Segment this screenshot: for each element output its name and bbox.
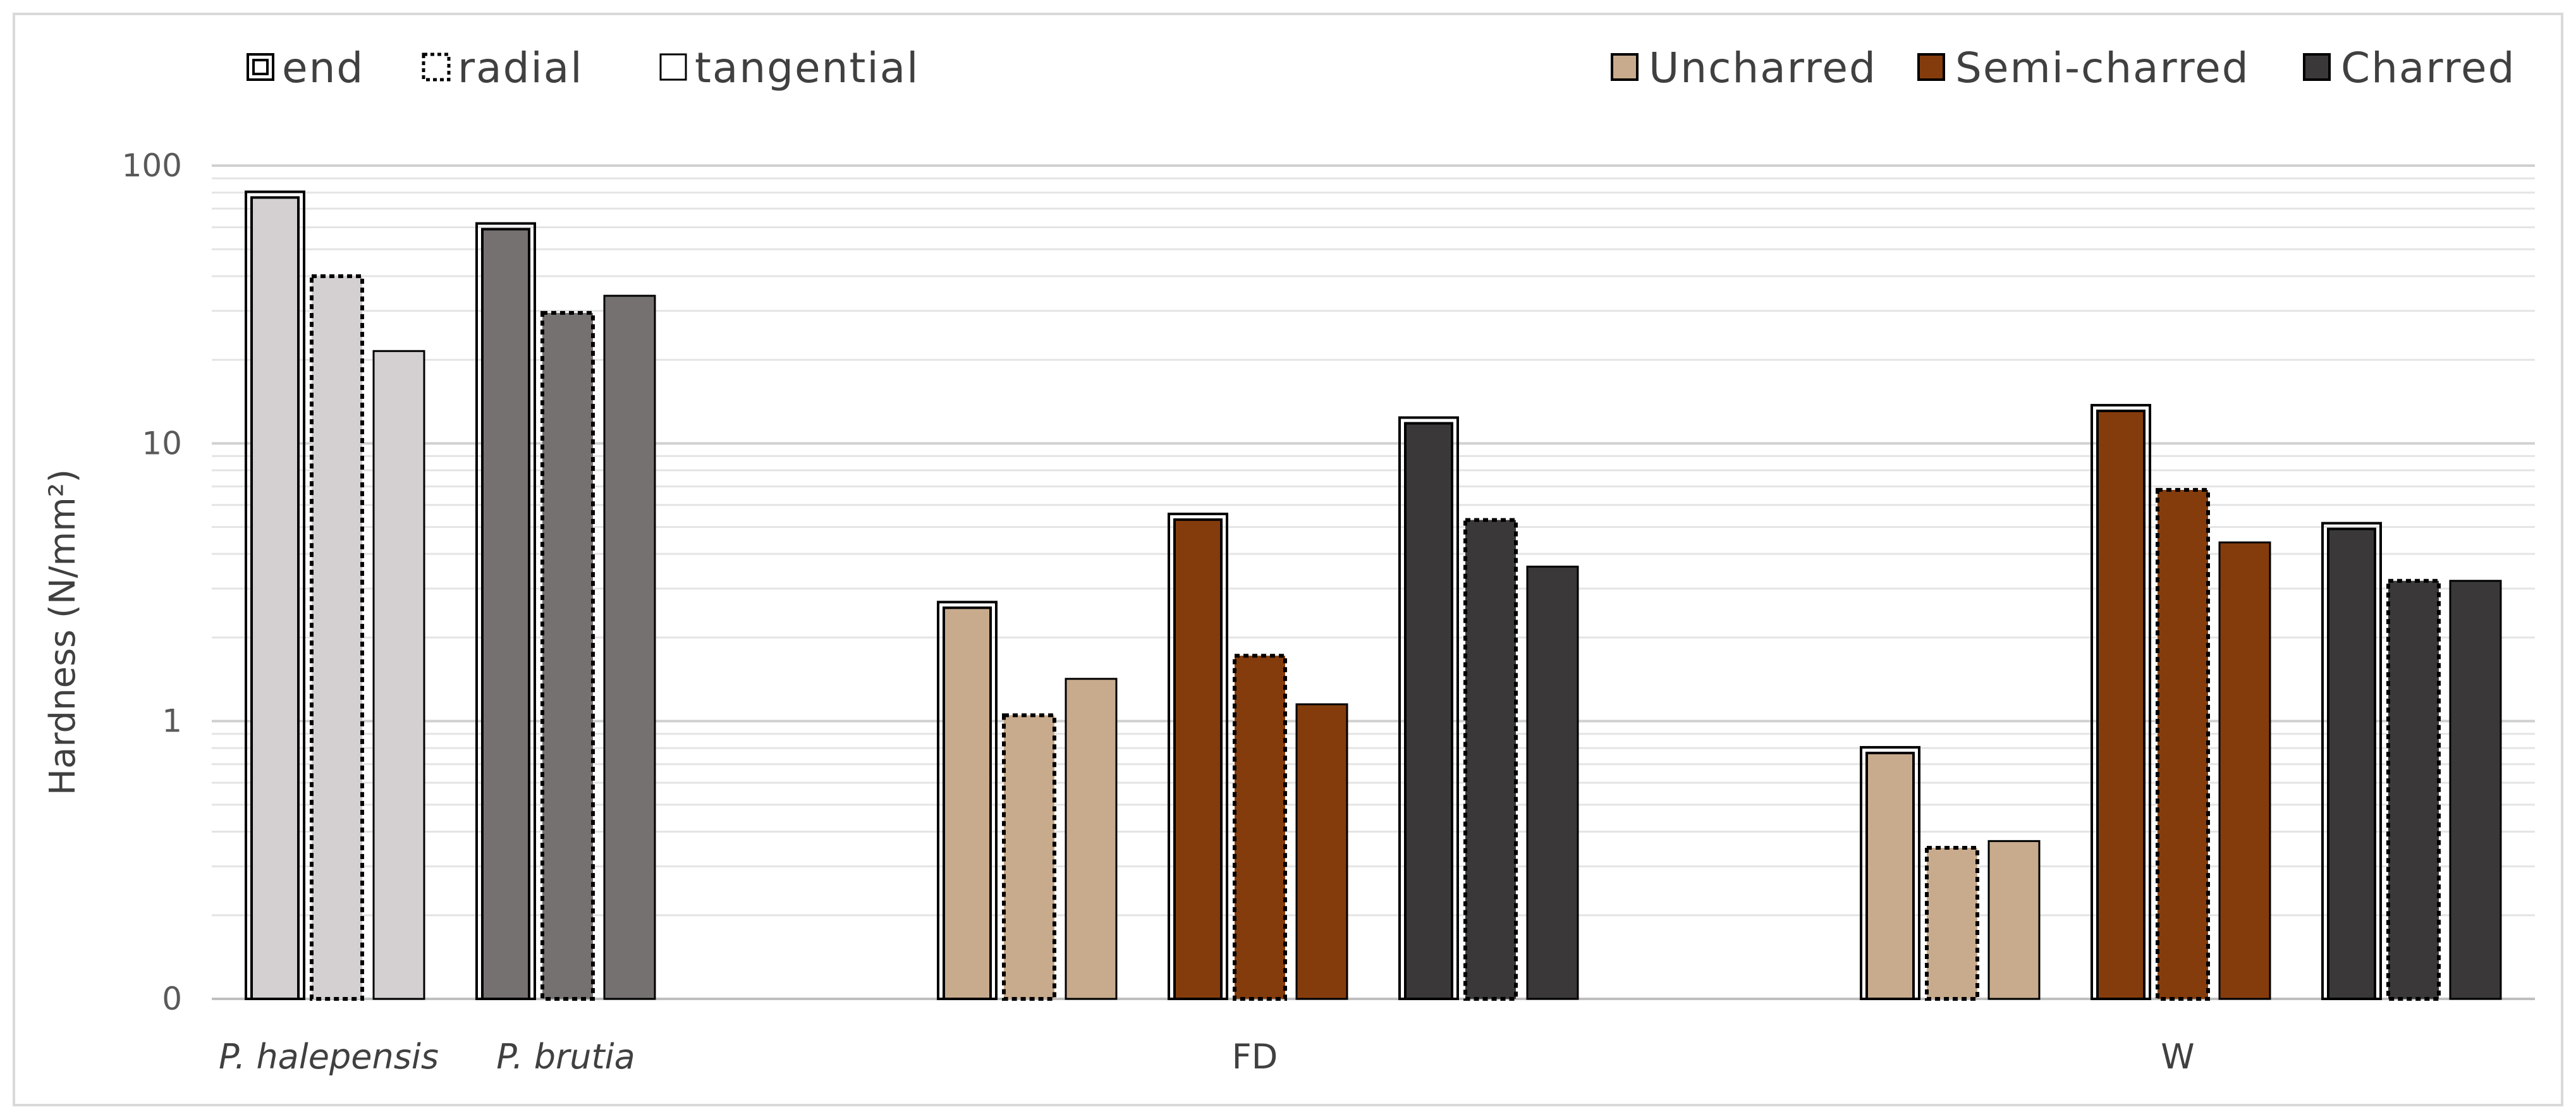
bar-fill	[1233, 654, 1287, 1001]
bar-fill	[943, 606, 992, 1000]
legend-item-radial: radial	[422, 44, 583, 92]
legend-swatch	[2303, 53, 2331, 81]
bar-fill	[2096, 409, 2146, 1000]
bar-fill	[2218, 541, 2271, 1000]
bar-end	[1168, 512, 1228, 1000]
bar-end	[1398, 416, 1459, 1000]
legend-item-tangential: tangential	[659, 44, 919, 92]
bar-radial	[1233, 654, 1287, 1001]
y-tick-label: 100	[122, 147, 182, 184]
y-axis-title: Hardness (N/mm²)	[42, 469, 83, 795]
bar-radial	[1002, 713, 1056, 1001]
bar-end	[2091, 403, 2151, 1000]
bar-fill	[1173, 518, 1223, 1000]
bar-fill	[310, 274, 364, 1001]
legend-item-uncharred: Uncharred	[1611, 44, 1877, 92]
legend-label: Uncharred	[1649, 44, 1877, 92]
bar-radial	[2156, 487, 2210, 1001]
bar-fill	[603, 295, 656, 1000]
legend-swatch	[422, 52, 451, 82]
bar-end	[1860, 746, 1920, 1001]
legend-label: Charred	[2341, 44, 2516, 92]
legend-swatch	[1917, 53, 1945, 81]
bar-end	[475, 222, 536, 1000]
legend-item-charred: Charred	[2303, 44, 2516, 92]
bar-radial	[310, 274, 364, 1001]
bar-fill	[1526, 565, 1579, 1000]
gridlines	[212, 164, 2535, 1000]
x-group-labels: P. halepensis P. brutia FD W	[219, 1037, 2195, 1077]
bar-tangential	[1295, 703, 1348, 1000]
y-tick-label: 1	[162, 703, 182, 740]
bar-fill	[2156, 487, 2210, 1001]
y-axis: 0 1 10 100	[122, 147, 182, 1017]
bar-tangential	[1065, 678, 1118, 1000]
bar-radial	[2386, 578, 2441, 1001]
bar-tangential	[2218, 541, 2271, 1000]
bar-fill	[540, 310, 595, 1001]
bar-fill	[1865, 752, 1915, 1001]
bar-radial	[540, 310, 595, 1001]
bar-radial	[1925, 845, 1979, 1001]
x-group-label: FD	[1232, 1037, 1278, 1077]
bar-fill	[1404, 422, 1453, 1000]
bar-fill	[2386, 578, 2441, 1001]
legend-item-semi: Semi-charred	[1917, 44, 2250, 92]
bar-end	[937, 601, 998, 1000]
bar-end	[2321, 522, 2382, 1000]
y-tick-label: 10	[142, 425, 182, 462]
bar-end	[245, 190, 305, 1000]
bar-fill	[250, 196, 300, 1000]
legend-swatch	[1611, 53, 1639, 81]
legend-item-end: end	[247, 44, 364, 92]
bar-tangential	[603, 295, 656, 1000]
bar-fill	[1065, 678, 1118, 1000]
bar-fill	[372, 350, 425, 1000]
y-tick-label: 0	[162, 981, 182, 1017]
bar-tangential	[2449, 580, 2502, 1000]
legend-swatch	[659, 53, 687, 81]
bars	[245, 190, 2502, 1001]
legend-label: tangential	[695, 44, 919, 92]
legend-label: Semi-charred	[1955, 44, 2250, 92]
bar-tangential	[1987, 840, 2041, 1000]
legend-swatch	[247, 53, 274, 81]
legend: end radial tangential Uncharred Semi-charred…	[247, 44, 2516, 92]
bar-fill	[1925, 845, 1979, 1001]
bar-tangential	[372, 350, 425, 1000]
bar-fill	[1463, 518, 1518, 1001]
legend-swatch-inner	[252, 59, 269, 75]
bar-fill	[1987, 840, 2041, 1000]
bar-fill	[2327, 527, 2376, 1000]
bar-fill	[2449, 580, 2502, 1000]
x-group-label: P. brutia	[496, 1037, 635, 1077]
bar-fill	[481, 228, 530, 1000]
x-group-label: W	[2161, 1037, 2194, 1077]
x-group-label: P. halepensis	[219, 1037, 439, 1077]
legend-label: radial	[458, 44, 583, 92]
legend-label: end	[282, 44, 364, 92]
bar-radial	[1463, 518, 1518, 1001]
bar-tangential	[1526, 565, 1579, 1000]
bar-fill	[1002, 713, 1056, 1001]
bar-fill	[1295, 703, 1348, 1000]
